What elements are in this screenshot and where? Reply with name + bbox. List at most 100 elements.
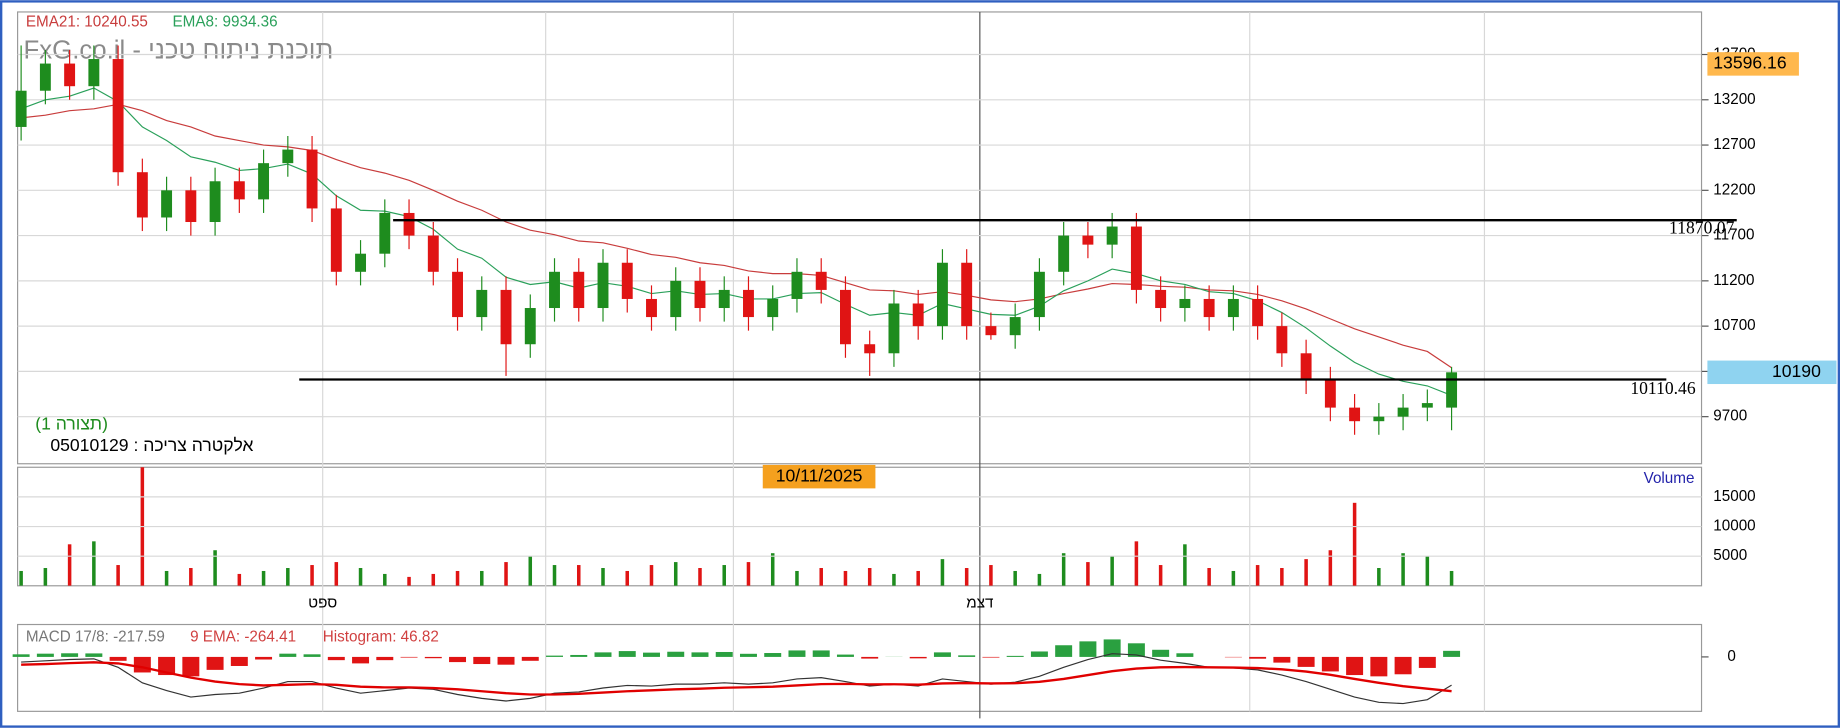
volume-bar: [1352, 502, 1357, 586]
histogram-bar: [36, 653, 54, 657]
volume-bar: [795, 570, 799, 586]
histogram-bar: [133, 656, 151, 673]
histogram-bar: [449, 656, 467, 663]
level-label: 11870.07: [1669, 218, 1735, 238]
volume-bar: [92, 541, 96, 586]
volume-bar: [261, 570, 266, 586]
histogram-bar: [643, 652, 660, 657]
y-tick-label: 12200: [1713, 181, 1755, 198]
volume-bar: [867, 568, 872, 586]
legend-entry: Histogram: 46.82: [323, 628, 439, 645]
level-label: 10110.46: [1630, 378, 1696, 398]
volume-bar: [286, 568, 290, 586]
candle-body: [15, 90, 27, 127]
candle-body: [427, 235, 439, 272]
candle-body: [524, 308, 536, 345]
volume-bar: [649, 565, 654, 586]
candle-body: [888, 303, 900, 354]
y-tick-label: 12700: [1713, 136, 1755, 153]
x-label: דצמ: [966, 594, 994, 611]
volume-bar: [964, 568, 969, 586]
volume-bar: [358, 568, 363, 586]
candle-body: [233, 181, 245, 200]
histogram-bar: [400, 656, 418, 658]
volume-bar: [19, 570, 23, 586]
histogram-bar: [85, 653, 103, 657]
candle-body: [1421, 403, 1433, 408]
candle-body: [1300, 353, 1312, 381]
volume-bar: [1377, 568, 1381, 586]
candle-body: [1106, 226, 1118, 245]
candle-body: [258, 163, 270, 200]
x-label: ספט: [308, 594, 337, 611]
histogram-bar: [1079, 641, 1097, 657]
histogram-bar: [424, 656, 442, 659]
candle-body: [112, 59, 124, 173]
histogram-bar: [1152, 649, 1170, 657]
volume-bar: [1328, 550, 1333, 586]
volume-bar: [1304, 559, 1308, 586]
candle-body: [476, 289, 488, 318]
volume-bar: [722, 565, 726, 586]
legend-entry: EMA8: 9934.36: [172, 14, 277, 31]
volume-bar: [116, 565, 120, 586]
histogram-bar: [255, 656, 273, 660]
volume-bar: [189, 568, 193, 586]
histogram-bar: [982, 656, 1000, 658]
watermark: FxG.co.il - תוכנת ניתוח טכני: [23, 37, 333, 65]
volume-bar: [1231, 570, 1236, 586]
y-tick-label: 0: [1727, 648, 1735, 665]
histogram-bar: [1321, 656, 1339, 672]
y-tick-label: 11700: [1713, 227, 1754, 244]
histogram-bar: [715, 651, 733, 657]
candle-body: [282, 149, 294, 164]
candle-body: [1397, 407, 1409, 417]
histogram-bar: [861, 656, 879, 659]
histogram-bar: [61, 653, 79, 657]
instrument: אלקטרה צריכה : 05010129: [50, 435, 253, 455]
histogram-bar: [1006, 655, 1024, 657]
histogram-bar: [1297, 656, 1315, 667]
price-badge-label: 13596.16: [1713, 53, 1787, 73]
histogram-bar: [1127, 643, 1145, 657]
candle-body: [452, 271, 463, 318]
price-badge-label: 10190: [1772, 361, 1821, 381]
histogram-bar: [764, 653, 782, 657]
candle-body: [1349, 407, 1361, 422]
histogram-bar: [691, 652, 709, 657]
candle-body: [185, 190, 197, 223]
candle-body: [1155, 289, 1167, 309]
volume-bar: [504, 562, 508, 586]
volume-bar: [552, 565, 557, 586]
histogram-bar: [230, 656, 248, 666]
candle-body: [936, 262, 948, 327]
histogram-bar: [376, 656, 394, 661]
candle-body: [1446, 372, 1458, 408]
volume-bar: [43, 568, 48, 586]
volume-bar: [455, 570, 460, 586]
histogram-bar: [521, 656, 539, 661]
volume-bar: [843, 570, 848, 586]
histogram-bar: [206, 656, 224, 670]
candle-body: [64, 63, 76, 87]
volume-bar: [1134, 541, 1139, 586]
candle-body: [1082, 235, 1094, 245]
candle-body: [839, 289, 851, 345]
candle-body: [961, 262, 973, 327]
y-tick-label: 13200: [1713, 91, 1755, 108]
histogram-bar: [1249, 656, 1267, 659]
volume-bar: [601, 568, 605, 586]
candle-body: [985, 326, 997, 336]
legend-entry: 9 EMA: -264.41: [190, 628, 296, 645]
volume-bar: [1255, 565, 1260, 586]
histogram-bar: [909, 656, 927, 659]
candle-body: [136, 172, 148, 218]
candle-body: [161, 190, 173, 218]
histogram-bar: [739, 653, 757, 657]
candle-body: [1203, 298, 1215, 318]
volume-bar: [310, 565, 314, 586]
histogram-bar: [1346, 656, 1364, 676]
candle-body: [1179, 298, 1191, 309]
price-badge: [1707, 360, 1837, 385]
